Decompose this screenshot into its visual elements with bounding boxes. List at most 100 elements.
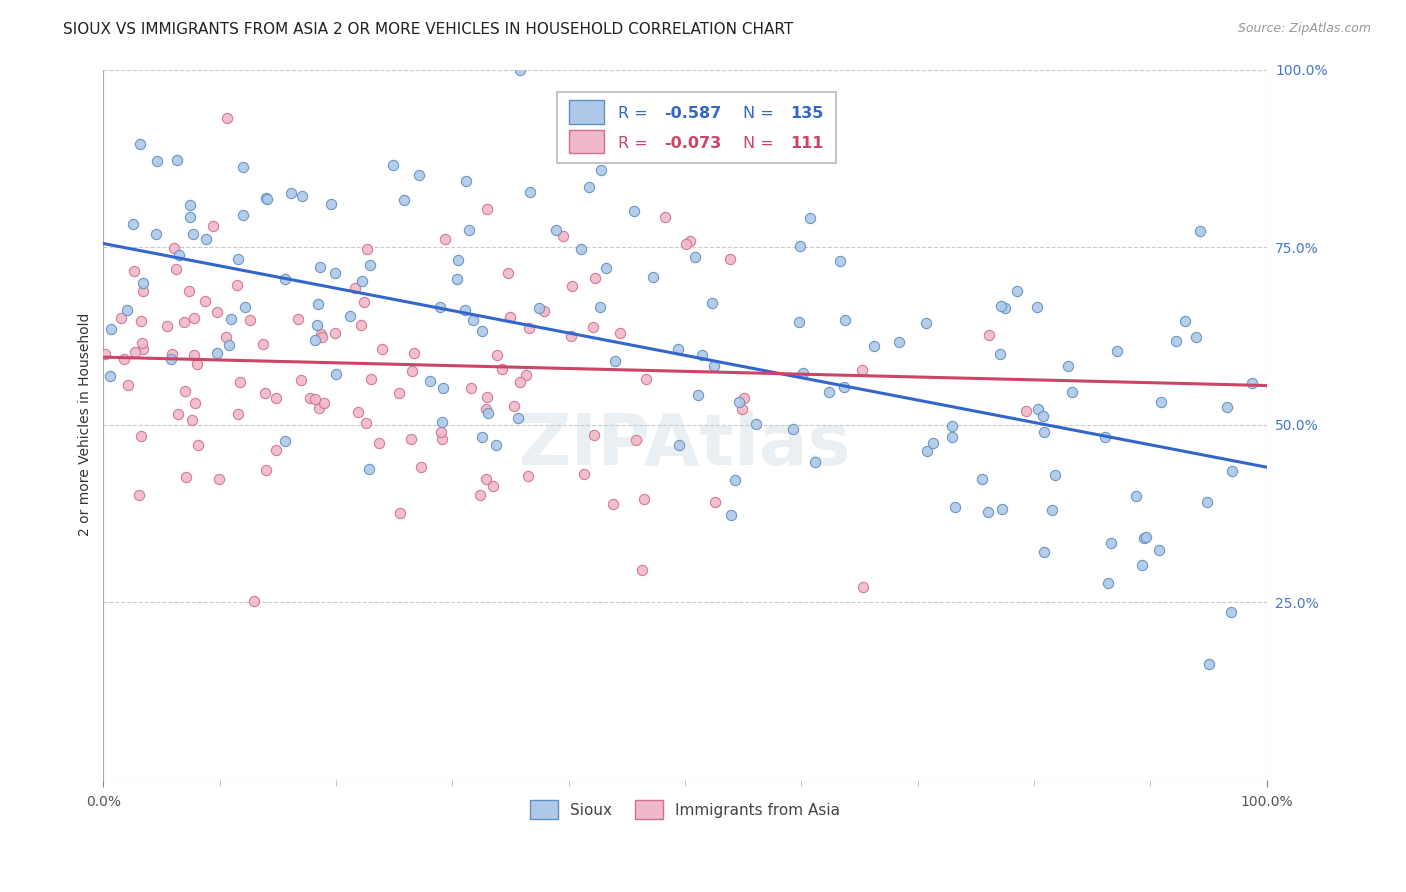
Point: [360, 372, 382, 386]
Point: [274, 434, 297, 448]
Point: [700, 296, 723, 310]
Point: [305, 318, 328, 333]
Point: [799, 211, 821, 225]
Point: [991, 501, 1014, 516]
Point: [1060, 384, 1083, 399]
Point: [225, 277, 247, 292]
Point: [280, 186, 302, 201]
Point: [243, 594, 266, 608]
Point: [471, 429, 494, 443]
Point: [1130, 558, 1153, 573]
Point: [731, 401, 754, 416]
Point: [404, 346, 426, 360]
Point: [174, 470, 197, 484]
Point: [454, 174, 477, 188]
Point: [309, 326, 332, 341]
Point: [202, 219, 225, 233]
Point: [174, 384, 197, 399]
Point: [994, 301, 1017, 316]
Point: [1043, 468, 1066, 483]
Point: [454, 303, 477, 318]
Point: [131, 342, 153, 356]
Point: [129, 429, 152, 443]
Point: [745, 417, 768, 431]
Point: [256, 192, 278, 206]
Point: [311, 330, 333, 344]
Point: [1185, 330, 1208, 344]
Point: [482, 478, 505, 492]
Point: [988, 347, 1011, 361]
Point: [165, 262, 187, 277]
Point: [503, 400, 526, 414]
Point: [572, 467, 595, 481]
Point: [720, 508, 742, 523]
Point: [183, 310, 205, 325]
Point: [357, 462, 380, 476]
Point: [624, 433, 647, 447]
Point: [633, 492, 655, 507]
Point: [160, 347, 183, 361]
Point: [595, 261, 617, 276]
Point: [131, 335, 153, 350]
Point: [339, 309, 361, 323]
Point: [941, 430, 963, 444]
Point: [122, 217, 145, 231]
Point: [117, 302, 139, 317]
Point: [179, 198, 201, 212]
Point: [1032, 425, 1054, 439]
Point: [401, 364, 423, 378]
Text: N =: N =: [744, 106, 779, 121]
Point: [447, 253, 470, 268]
Point: [1056, 359, 1078, 373]
Point: [1240, 376, 1263, 391]
Point: [429, 300, 451, 314]
Point: [221, 311, 243, 326]
Point: [388, 385, 411, 400]
Point: [1220, 605, 1243, 619]
Point: [132, 277, 155, 291]
Point: [679, 235, 702, 249]
Point: [517, 321, 540, 335]
Point: [156, 318, 179, 333]
Point: [477, 406, 499, 420]
Point: [499, 310, 522, 324]
Point: [789, 238, 811, 252]
Point: [733, 392, 755, 406]
Point: [446, 272, 468, 286]
Point: [274, 272, 297, 286]
Point: [229, 376, 252, 390]
Point: [371, 343, 394, 357]
Text: N =: N =: [744, 136, 779, 151]
Point: [215, 112, 238, 126]
Point: [1198, 657, 1220, 671]
Point: [173, 315, 195, 329]
Point: [186, 357, 208, 371]
Point: [146, 154, 169, 169]
Point: [943, 500, 966, 514]
Point: [589, 300, 612, 314]
Point: [804, 455, 827, 469]
Point: [491, 362, 513, 376]
Point: [834, 312, 856, 326]
Point: [787, 315, 810, 329]
Point: [683, 250, 706, 264]
Point: [485, 348, 508, 362]
Point: [307, 297, 329, 311]
Point: [852, 580, 875, 594]
Point: [304, 333, 326, 347]
Point: [977, 327, 1000, 342]
Y-axis label: 2 or more Vehicles in Household: 2 or more Vehicles in Household: [79, 313, 93, 536]
Point: [350, 318, 373, 333]
Point: [830, 254, 852, 268]
Point: [231, 160, 253, 174]
Text: 111: 111: [790, 136, 823, 151]
Point: [605, 353, 627, 368]
Text: 135: 135: [790, 106, 823, 121]
Point: [569, 243, 592, 257]
Point: [367, 436, 389, 450]
Point: [792, 367, 814, 381]
Text: -0.073: -0.073: [664, 136, 721, 151]
Point: [941, 419, 963, 434]
Point: [519, 185, 541, 199]
Point: [636, 372, 658, 386]
